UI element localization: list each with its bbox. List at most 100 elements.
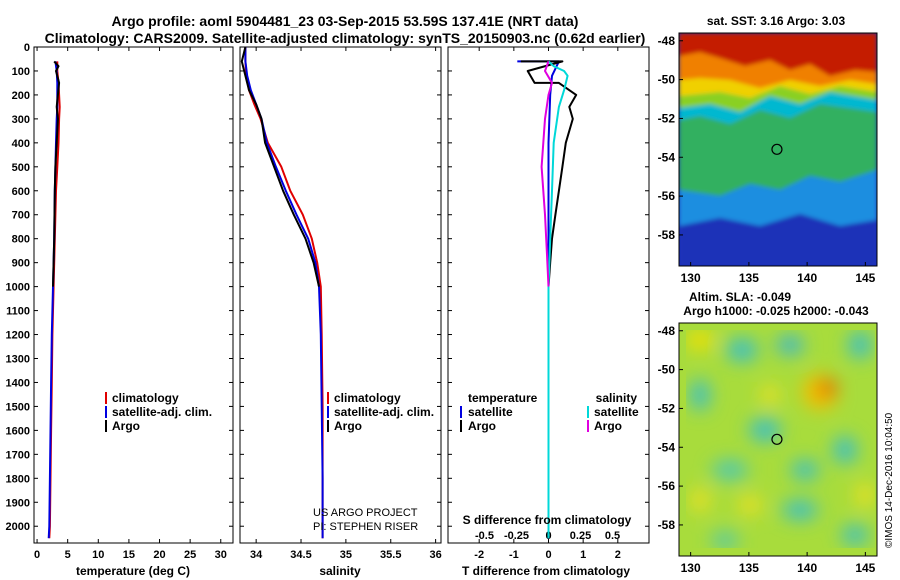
title-line-1: Argo profile: aoml 5904481_23 03-Sep-201… <box>112 13 579 29</box>
x-tick-label: 0 <box>34 549 40 561</box>
x-tick-label: -1 <box>509 549 519 561</box>
x-tick-label: -2 <box>474 549 484 561</box>
imos-credit: ©IMOS 14-Dec-2016 10:04:50 <box>884 412 895 548</box>
depth-tick-label: 1400 <box>6 377 30 389</box>
depth-tick-label: 2000 <box>6 521 30 533</box>
map-lon-tick-label: 145 <box>855 561 875 575</box>
legend-label-s-satellite: satellite <box>594 405 639 419</box>
x-tick-label: 5 <box>65 549 71 561</box>
depth-tick-label: 1700 <box>6 449 30 461</box>
map-lat-tick-label: -52 <box>658 111 676 125</box>
differences-salinity-satellite-line <box>547 60 569 539</box>
differences-salinity-argo-line <box>540 61 553 287</box>
legend-label-climatology: climatology <box>112 391 179 405</box>
legend-label-satellite: satellite-adj. clim. <box>112 405 212 419</box>
legend-label-t-satellite: satellite <box>468 405 513 419</box>
sst-map-frame <box>678 32 878 267</box>
map-lat-tick-label: -56 <box>658 479 676 493</box>
sla-argo-position-marker <box>771 433 783 445</box>
x-tick-label-salinity-difference: 0.25 <box>570 530 591 542</box>
depth-tick-label: 1900 <box>6 497 30 509</box>
sla-map-frame <box>678 322 878 557</box>
depth-tick-label: 800 <box>12 234 30 246</box>
depth-tick-label: 600 <box>12 186 30 198</box>
legend-title-salinity: salinity <box>596 391 638 405</box>
legend-label-t-argo: Argo <box>468 419 496 433</box>
depth-tick-label: 1800 <box>6 473 30 485</box>
x-tick-label: 0 <box>545 549 551 561</box>
map-lat-tick-label: -58 <box>658 518 676 532</box>
depth-tick-label: 100 <box>12 66 30 78</box>
depth-tick-label: 1300 <box>6 353 30 365</box>
sla-map-subtitle: Argo h1000: -0.025 h2000: -0.043 <box>683 304 869 318</box>
temperature-legend: climatology satellite-adj. clim. Argo <box>105 391 212 433</box>
x-tick-label-salinity-difference: -0.5 <box>475 530 494 542</box>
legend-title-temperature: temperature <box>468 391 538 405</box>
map-lon-tick-label: 135 <box>739 561 759 575</box>
x-tick-label: 34.5 <box>290 549 311 561</box>
depth-tick-label: 1100 <box>6 306 30 318</box>
t-difference-axis-label: T difference from climatology <box>462 564 630 578</box>
sst-map-title: sat. SST: 3.16 Argo: 3.03 <box>707 14 846 28</box>
map-lat-tick-label: -56 <box>658 189 676 203</box>
sla-map-title: Altim. SLA: -0.049 <box>689 290 791 304</box>
legend-label-satellite: satellite-adj. clim. <box>334 405 434 419</box>
differences-temperature-satellite-line <box>517 60 560 539</box>
legend-label-argo: Argo <box>334 419 362 433</box>
pi-annotation: PI: STEPHEN RISER <box>313 521 418 533</box>
x-tick-label: 1 <box>580 549 586 561</box>
map-lat-tick-label: -52 <box>658 401 676 415</box>
depth-tick-label: 400 <box>12 138 30 150</box>
map-lon-tick-label: 140 <box>797 561 817 575</box>
map-lat-tick-label: -58 <box>658 228 676 242</box>
depth-tick-label: 500 <box>12 162 30 174</box>
map-lon-tick-label: 140 <box>797 271 817 285</box>
map-lat-tick-label: -48 <box>658 34 676 48</box>
differences-series-group <box>517 60 578 539</box>
depth-tick-label: 700 <box>12 210 30 222</box>
depth-tick-label: 300 <box>12 114 30 126</box>
map-lon-tick-label: 130 <box>681 561 701 575</box>
x-tick-label: 30 <box>215 549 227 561</box>
temperature-satellite-adj-clim--line <box>47 61 59 539</box>
sla-map <box>679 323 877 556</box>
x-tick-label-salinity-difference: -0.25 <box>504 530 529 542</box>
difference-legend: temperature satellite Argo salinity sate… <box>460 391 639 433</box>
depth-tick-label: 900 <box>12 258 30 270</box>
legend-label-s-argo: Argo <box>594 419 622 433</box>
x-tick-label: 35.5 <box>380 549 401 561</box>
x-tick-label: 25 <box>184 549 196 561</box>
salinity-panel <box>239 46 442 544</box>
temperature-panel <box>33 46 234 544</box>
map-lat-tick-label: -50 <box>658 73 676 87</box>
x-tick-label: 34 <box>250 549 263 561</box>
salinity-climatology-line <box>244 47 324 539</box>
depth-tick-label: 0 <box>24 42 30 54</box>
legend-label-climatology: climatology <box>334 391 401 405</box>
differences-temperature-argo-line <box>520 60 578 287</box>
salinity-axis-label: salinity <box>319 564 361 578</box>
temperature-argo-line <box>52 60 61 287</box>
map-lon-tick-label: 145 <box>855 271 875 285</box>
salinity-argo-line <box>240 47 320 287</box>
x-tick-label-salinity-difference: 0.5 <box>605 530 620 542</box>
depth-tick-label: 1500 <box>6 401 30 413</box>
salinity-legend: climatology satellite-adj. clim. Argo <box>327 391 434 433</box>
x-tick-label: 35 <box>340 549 352 561</box>
x-tick-label: 2 <box>615 549 621 561</box>
depth-tick-label: 1000 <box>6 282 30 294</box>
depth-tick-label: 1200 <box>6 330 30 342</box>
s-difference-axis-label: S difference from climatology <box>463 513 632 527</box>
map-lat-tick-label: -54 <box>658 150 676 164</box>
map-lon-tick-label: 135 <box>739 271 759 285</box>
title-line-2: Climatology: CARS2009. Satellite-adjuste… <box>45 30 646 46</box>
map-lat-tick-label: -50 <box>658 363 676 377</box>
temperature-axis-label: temperature (deg C) <box>76 564 190 578</box>
legend-label-argo: Argo <box>112 419 140 433</box>
salinity-satellite-adj-clim--line <box>244 47 324 539</box>
x-tick-label: 36 <box>429 549 441 561</box>
project-annotation: US ARGO PROJECT <box>313 507 418 519</box>
depth-tick-label: 200 <box>12 90 30 102</box>
map-lat-tick-label: -48 <box>658 324 676 338</box>
